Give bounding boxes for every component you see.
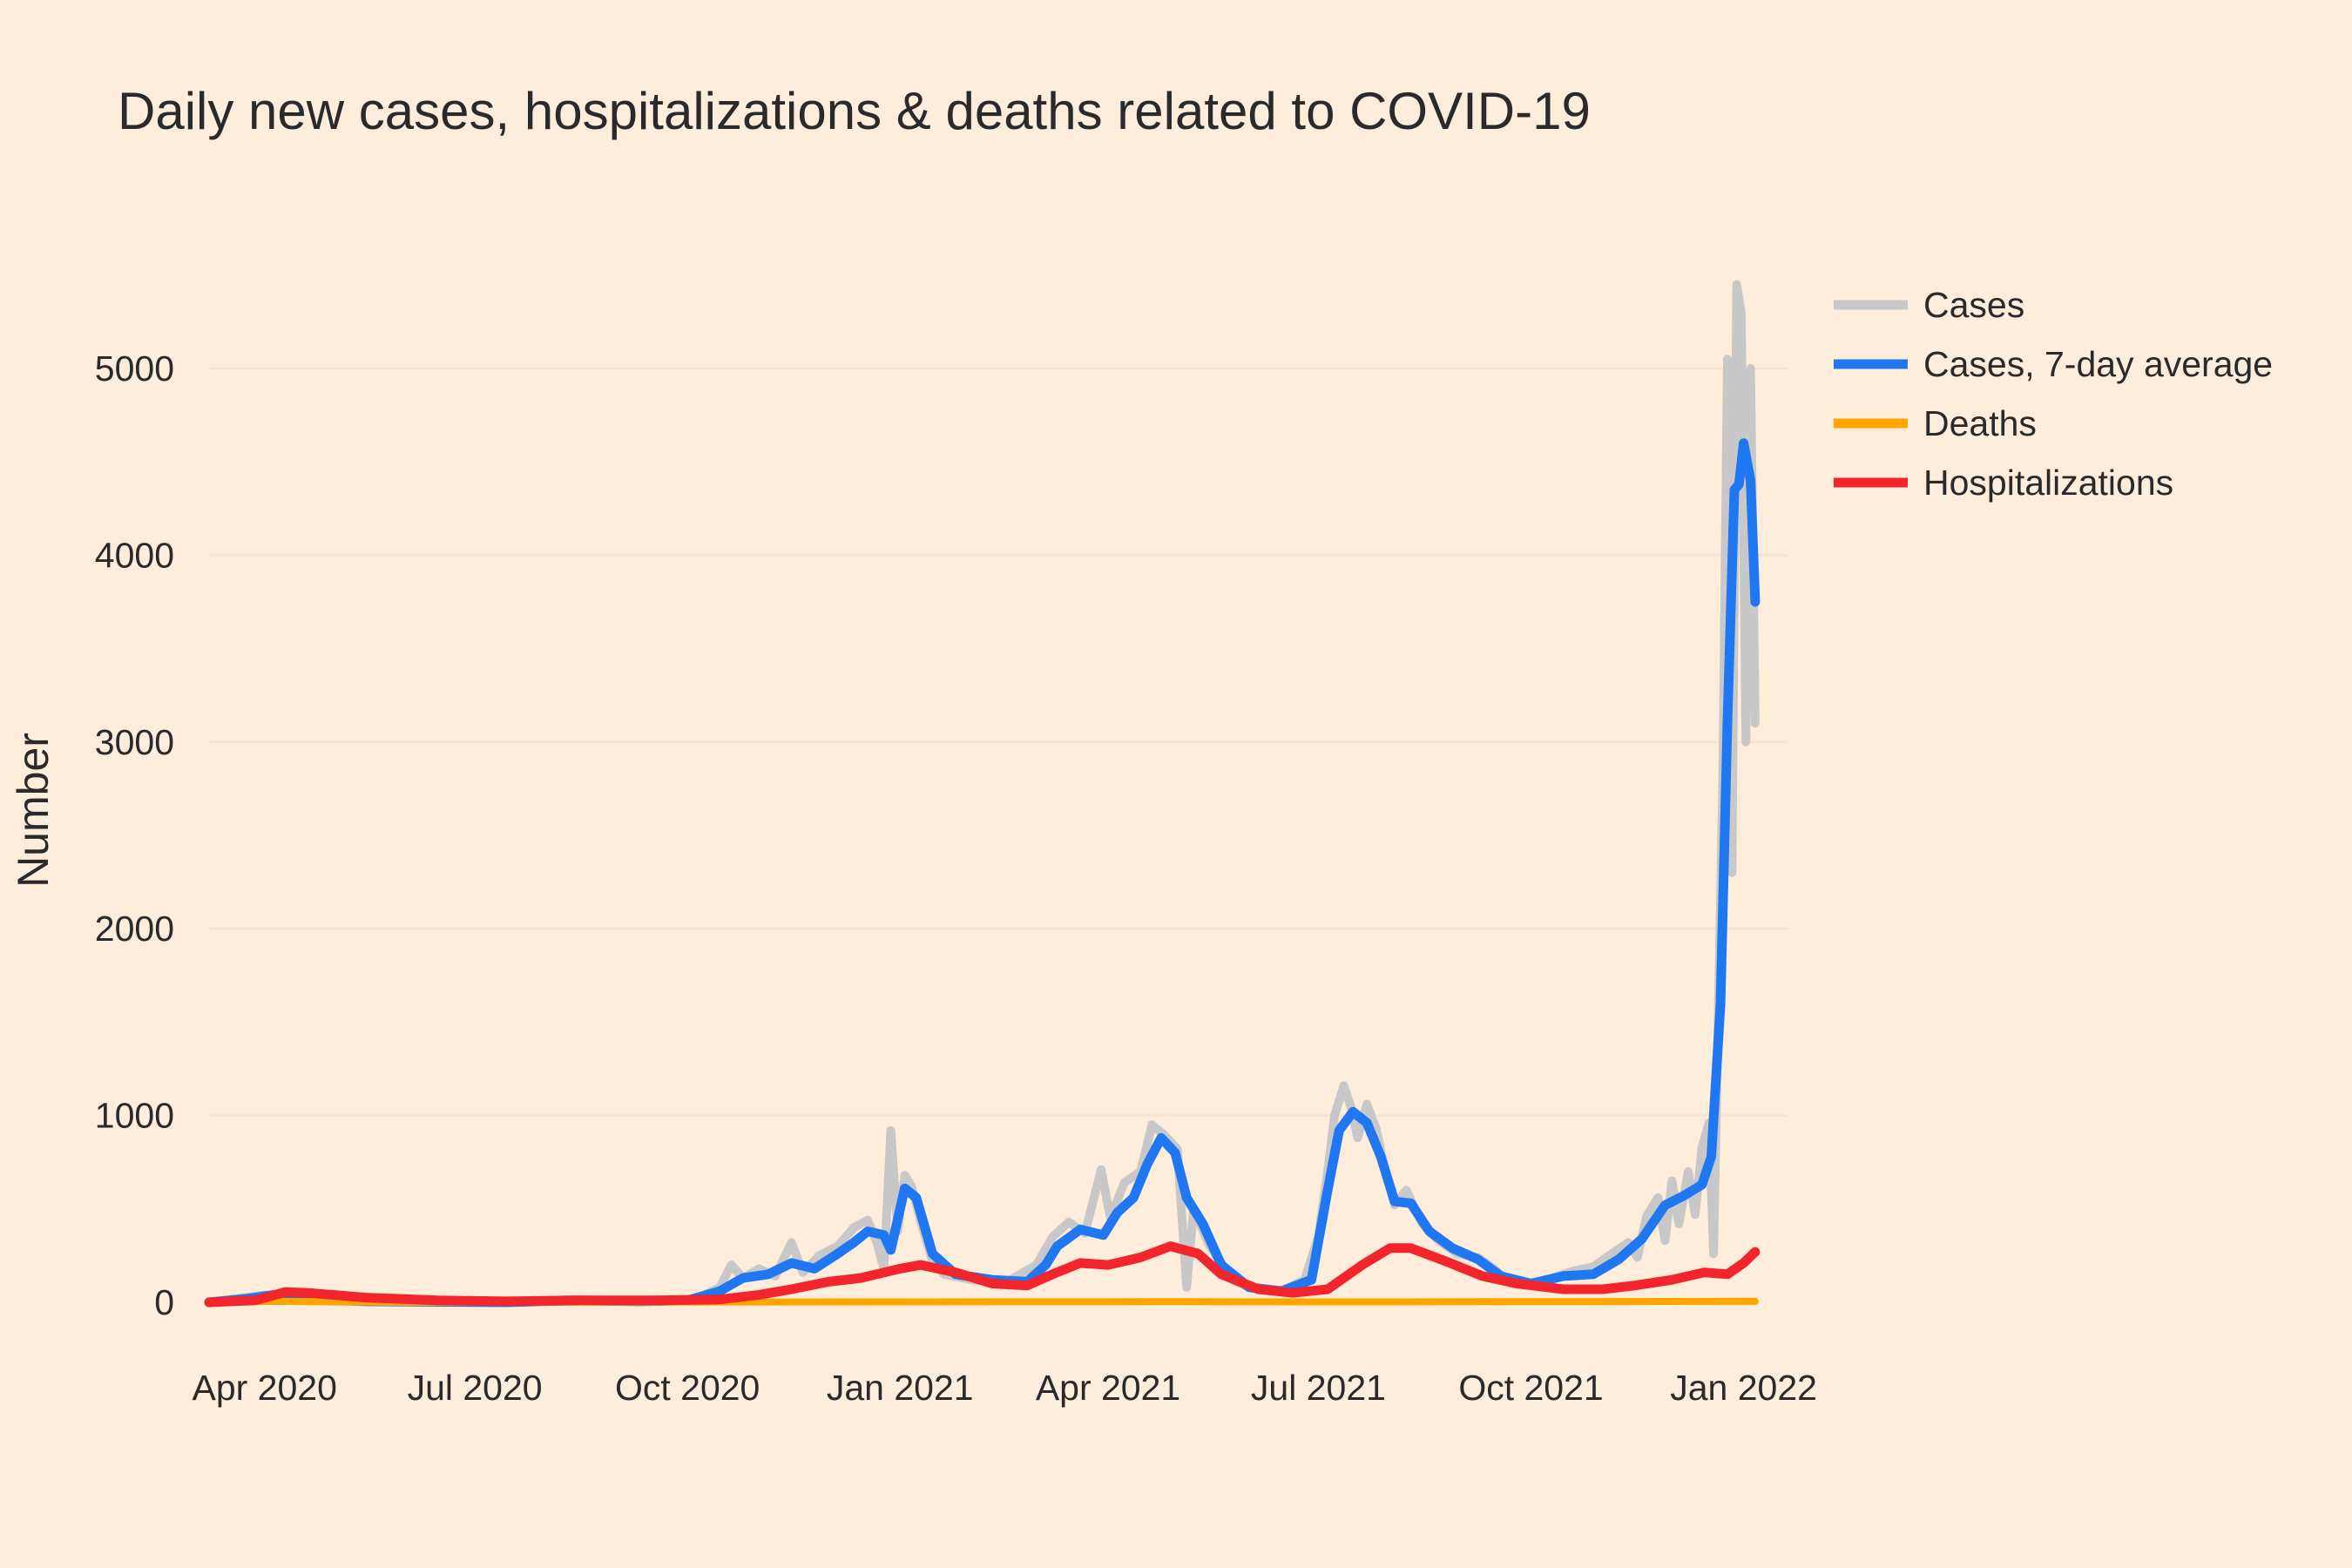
y-axis-ticks: 0 1000 2000 3000 4000 5000 [95,348,174,1322]
x-tick-label: Jul 2021 [1251,1368,1386,1408]
y-tick-label: 4000 [95,535,174,575]
series-line-cases-7-day-average [204,438,1761,1308]
y-tick-label: 1000 [95,1096,174,1136]
legend-item-hospitalizations[interactable]: Hospitalizations [1834,463,2173,503]
y-axis-label: Number [9,733,57,888]
legend-item-cases-7-day-average[interactable]: Cases, 7-day average [1834,344,2273,384]
chart-title: Daily new cases, hospitalizations & deat… [118,82,1591,140]
x-tick-label: Oct 2021 [1458,1368,1603,1408]
y-tick-label: 0 [154,1282,174,1322]
series-line-cases [205,280,1760,1307]
legend-label: Cases, 7-day average [1923,344,2273,384]
y-tick-label: 3000 [95,722,174,762]
plot-area [204,280,1761,1308]
legend-label: Cases [1923,285,2024,325]
legend-label: Hospitalizations [1923,463,2173,503]
series-line-hospitalizations [204,1241,1761,1308]
legend-item-deaths[interactable]: Deaths [1834,403,2037,443]
x-tick-label: Jan 2021 [827,1368,974,1408]
x-tick-label: Oct 2020 [615,1368,760,1408]
x-tick-label: Apr 2021 [1036,1368,1180,1408]
x-axis-ticks: Apr 2020 Jul 2020 Oct 2020 Jan 2021 Apr 2021… [192,1368,1816,1408]
y-tick-label: 2000 [95,909,174,949]
x-tick-label: Apr 2020 [192,1368,336,1408]
legend-item-cases[interactable]: Cases [1834,285,2024,325]
x-tick-label: Jul 2020 [408,1368,543,1408]
gridlines [209,367,1788,1117]
legend-label: Deaths [1923,403,2037,443]
y-tick-label: 5000 [95,348,174,389]
x-tick-label: Jan 2022 [1670,1368,1817,1408]
legend[interactable]: Cases Cases, 7-day average Deaths Hospitali… [1834,285,2273,503]
